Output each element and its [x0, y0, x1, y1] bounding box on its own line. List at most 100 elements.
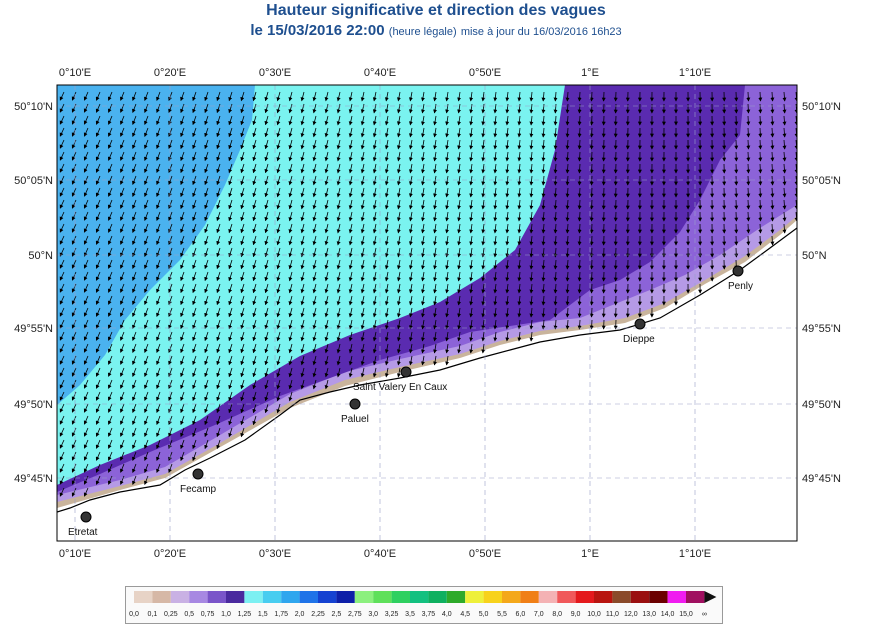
wave-arrow: [592, 236, 593, 245]
wave-arrow: [592, 212, 593, 221]
wave-arrow: [592, 320, 593, 329]
wave-arrow: [592, 224, 593, 233]
legend-label: 2,0: [295, 611, 305, 618]
legend-label: 2,5: [332, 611, 342, 618]
legend-swatch: [484, 591, 502, 603]
lat-label: 49°45'N: [14, 473, 53, 485]
legend-swatch: [539, 591, 557, 603]
lon-label: 1°10'E: [679, 548, 711, 560]
wave-arrow: [592, 248, 593, 257]
legend-label: 5,5: [497, 611, 507, 618]
wave-arrow: [760, 176, 761, 185]
legend-label: 8,0: [552, 611, 562, 618]
wave-arrow: [592, 164, 593, 173]
latitude-labels-right: 50°10'N 50°05'N 50°N 49°55'N 49°50'N 49°…: [802, 101, 841, 485]
legend-label: 1,75: [274, 611, 288, 618]
legend-swatch: [244, 591, 262, 603]
legend-swatch: [465, 591, 483, 603]
legend-arrow-end: [704, 591, 716, 603]
lat-label: 50°05'N: [802, 175, 841, 187]
legend-label: 2,75: [348, 611, 362, 618]
legend-swatch: [649, 591, 667, 603]
legend-label: 1,25: [238, 611, 252, 618]
legend-swatch: [373, 591, 391, 603]
wave-arrow: [748, 188, 749, 197]
lon-label: 0°50'E: [469, 67, 501, 79]
legend-label: 4,5: [460, 611, 470, 618]
wave-arrow: [760, 152, 761, 161]
legend-label: 0,5: [184, 611, 194, 618]
wave-arrow: [592, 92, 593, 101]
lat-label: 50°N: [28, 250, 53, 262]
wave-arrow: [760, 92, 761, 101]
wave-arrow: [748, 212, 749, 221]
legend-swatch: [208, 591, 226, 603]
legend-label: 0,75: [201, 611, 215, 618]
wave-arrow: [760, 212, 761, 221]
wave-arrow: [592, 116, 593, 125]
legend-swatch: [171, 591, 189, 603]
lon-label: 0°20'E: [154, 67, 186, 79]
legend-label: 15,0: [679, 611, 693, 618]
longitude-labels-bottom: 0°10'E 0°20'E 0°30'E 0°40'E 0°50'E 1°E 1…: [59, 548, 711, 560]
longitude-labels-top: 0°10'E 0°20'E 0°30'E 0°40'E 0°50'E 1°E 1…: [59, 67, 711, 79]
legend-label: 2,25: [311, 611, 325, 618]
legend-swatch: [392, 591, 410, 603]
wave-arrow: [592, 140, 593, 149]
lon-label: 0°50'E: [469, 548, 501, 560]
lat-label: 50°10'N: [14, 101, 53, 113]
legend-swatch: [336, 591, 354, 603]
wave-arrow: [748, 176, 749, 185]
place-label: Etretat: [68, 527, 98, 538]
legend-label: 3,5: [405, 611, 415, 618]
legend-label: 1,0: [221, 611, 231, 618]
legend-label: 11,0: [606, 611, 619, 618]
wave-arrow: [760, 116, 761, 125]
legend-swatch: [410, 591, 428, 603]
legend-label: 5,0: [479, 611, 489, 618]
lon-label: 1°E: [581, 67, 599, 79]
lat-label: 49°55'N: [14, 323, 53, 335]
wave-arrow: [748, 248, 749, 257]
wave-arrow: [748, 104, 749, 113]
place-label: Penly: [728, 281, 753, 292]
lat-label: 49°50'N: [802, 399, 841, 411]
lon-label: 0°30'E: [259, 548, 291, 560]
legend-swatch: [557, 591, 575, 603]
lon-label: 1°E: [581, 548, 599, 560]
legend-swatch: [686, 591, 704, 603]
legend-swatch: [668, 591, 686, 603]
legend-swatch: [318, 591, 336, 603]
wave-arrow: [748, 92, 749, 101]
legend-label: 4,0: [442, 611, 452, 618]
wave-arrow: [592, 188, 593, 197]
legend-label: 3,0: [368, 611, 378, 618]
lon-label: 1°10'E: [679, 67, 711, 79]
wave-arrow: [760, 104, 761, 113]
legend-label: 12,0: [624, 611, 638, 618]
wave-arrow: [592, 200, 593, 209]
lat-label: 50°N: [802, 250, 827, 262]
legend-swatch: [428, 591, 446, 603]
lat-label: 49°50'N: [14, 399, 53, 411]
legend-label: 0,0: [129, 611, 139, 618]
legend-label: 6,0: [516, 611, 526, 618]
wave-arrow: [760, 140, 761, 149]
lat-label: 50°10'N: [802, 101, 841, 113]
legend-swatch: [189, 591, 207, 603]
lon-label: 0°40'E: [364, 67, 396, 79]
legend-label: 10,0: [587, 611, 601, 618]
legend-swatch: [502, 591, 520, 603]
lon-label: 0°30'E: [259, 67, 291, 79]
legend-label: 7,0: [534, 611, 544, 618]
legend-swatch: [520, 591, 538, 603]
wave-arrow: [748, 128, 749, 137]
legend-label: 13,0: [642, 611, 656, 618]
wave-arrow: [760, 188, 761, 197]
legend-swatches: [134, 591, 716, 603]
legend-swatch: [631, 591, 649, 603]
place-label: Saint Valery En Caux: [353, 382, 447, 393]
